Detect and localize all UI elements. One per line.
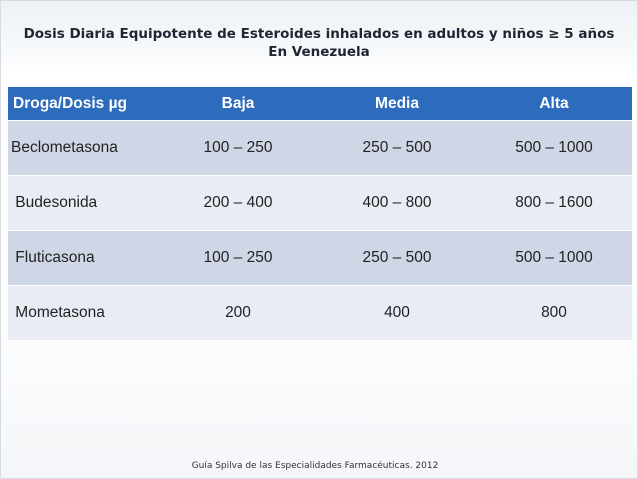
dose-high: 500 – 1000 — [476, 120, 632, 176]
title-line-1: Dosis Diaria Equipotente de Esteroides i… — [23, 26, 615, 42]
source-footnote: Guía Spilva de las Especialidades Farmac… — [1, 461, 637, 471]
dose-medium: 250 – 500 — [318, 120, 476, 176]
dose-high: 800 – 1600 — [476, 175, 632, 231]
title-line-2: En Venezuela — [268, 44, 370, 60]
slide-title: Dosis Diaria Equipotente de Esteroides i… — [11, 25, 627, 61]
dose-low: 200 — [158, 285, 318, 340]
header-drug-dose: Droga/Dosis µg — [8, 87, 158, 121]
header-low: Baja — [158, 87, 318, 121]
drug-name: Budesonida — [8, 175, 158, 231]
dose-high: 800 — [476, 285, 632, 340]
table-header-row: Droga/Dosis µg Baja Media Alta — [8, 87, 632, 121]
dose-medium: 400 — [318, 285, 476, 340]
dose-low: 100 – 250 — [158, 230, 318, 286]
dose-medium: 250 – 500 — [318, 230, 476, 286]
table-row: Beclometasona 100 – 250 250 – 500 500 – … — [8, 120, 632, 176]
dose-low: 200 – 400 — [158, 175, 318, 231]
header-high: Alta — [476, 87, 632, 121]
drug-name: Fluticasona — [8, 230, 158, 286]
drug-name: Beclometasona — [8, 120, 158, 176]
source-citation: Guía Spilva de las Especialidades Farmac… — [191, 461, 439, 471]
drug-name: Mometasona — [8, 285, 158, 340]
title-band — [1, 1, 637, 73]
header-medium: Media — [318, 87, 476, 121]
dose-table: Droga/Dosis µg Baja Media Alta Beclometa… — [8, 87, 632, 340]
table-row: Fluticasona 100 – 250 250 – 500 500 – 10… — [8, 230, 632, 286]
dose-low: 100 – 250 — [158, 120, 318, 176]
table-row: Mometasona 200 400 800 — [8, 285, 632, 340]
dose-medium: 400 – 800 — [318, 175, 476, 231]
dose-high: 500 – 1000 — [476, 230, 632, 286]
table-row: Budesonida 200 – 400 400 – 800 800 – 160… — [8, 175, 632, 231]
